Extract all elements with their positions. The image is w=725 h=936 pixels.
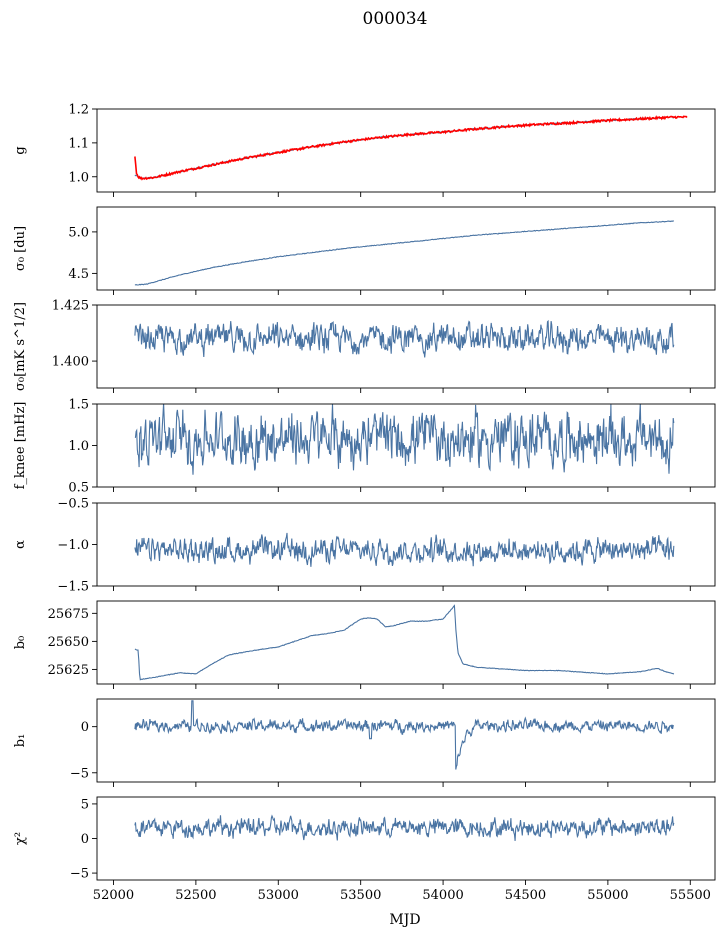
panel-frame xyxy=(96,108,716,193)
panel-6: 25625 25650 25675 b₀ xyxy=(13,600,716,689)
y-tick-label: 25625 xyxy=(48,663,89,678)
x-tick-label: 52000 xyxy=(93,888,134,903)
panel-3: 1.400 1.425 σ₀[mK s^1/2] xyxy=(13,299,716,393)
y-tick-label: 4.5 xyxy=(68,267,89,282)
x-tick-label: 53500 xyxy=(340,888,381,903)
series-line-5-1 xyxy=(134,532,675,567)
y-tick-label: −0.5 xyxy=(57,497,89,512)
series-line-1-1 xyxy=(134,116,674,180)
x-axis-label: MJD xyxy=(389,912,420,928)
y-tick-label: 1.0 xyxy=(68,170,89,185)
x-tick-label: 55500 xyxy=(670,888,711,903)
x-tick-label: 54000 xyxy=(422,888,463,903)
panel-frame xyxy=(96,206,716,291)
panel-7: −5 0 b₁ xyxy=(13,698,716,787)
series-line-2-1 xyxy=(134,220,675,286)
y-tick-label: −5 xyxy=(70,867,89,882)
figure-title: 000034 xyxy=(363,9,428,29)
x-tick-label: 53000 xyxy=(258,888,299,903)
x-tick-label: 55000 xyxy=(587,888,628,903)
panel-2: 4.5 5.0 σ₀ [du] xyxy=(13,206,716,295)
y-tick-label: −1.5 xyxy=(57,580,89,595)
y-tick-label: −5 xyxy=(70,766,89,781)
y-axis-label: α xyxy=(13,540,28,549)
panel-frame xyxy=(96,304,716,389)
y-axis-label: f_knee [mHz] xyxy=(13,402,28,490)
y-axis-label: χ² xyxy=(13,832,28,845)
y-axis-label: b₀ xyxy=(13,636,28,650)
panel-frame xyxy=(96,796,716,881)
y-tick-label: 1.0 xyxy=(68,439,89,454)
panel-4: 0.5 1.0 1.5 f_knee [mHz] xyxy=(13,398,716,496)
y-tick-label: 0 xyxy=(81,720,89,735)
series-line-7-1 xyxy=(134,700,675,770)
y-tick-label: 5 xyxy=(81,797,89,812)
x-tick-label: 52500 xyxy=(175,888,216,903)
series-line-3-1 xyxy=(134,319,675,358)
y-tick-label: 25650 xyxy=(48,635,89,650)
series-line-6-1 xyxy=(134,604,675,681)
y-axis-label: σ₀ [du] xyxy=(13,226,28,271)
y-tick-label: 0 xyxy=(81,832,89,847)
y-axis-label: σ₀[mK s^1/2] xyxy=(13,302,28,391)
panel-8: −5 0 5 χ² xyxy=(13,796,716,885)
y-tick-label: 1.400 xyxy=(52,355,89,370)
x-axis: 52000 52500 53000 53500 54000 54500 55000 55500 xyxy=(93,888,711,903)
y-tick-label: 25675 xyxy=(48,607,89,622)
y-tick-label: 1.2 xyxy=(68,103,89,118)
panel-frame xyxy=(96,698,716,783)
y-tick-label: −1.0 xyxy=(57,538,89,553)
y-tick-label: 1.5 xyxy=(68,398,89,413)
series-line-8-1 xyxy=(134,814,675,841)
panels: 1.0 1.1 1.2 g 4.5 5.0 σ₀ [du] 1.400 1.425 σ₀[mK s… xyxy=(13,103,716,885)
x-tick-label: 54500 xyxy=(505,888,546,903)
panel-1: 1.0 1.1 1.2 g xyxy=(13,103,716,197)
y-axis-label: b₁ xyxy=(13,734,28,748)
panel-5: −1.5 −1.0 −0.5 α xyxy=(13,497,716,595)
series-line-4-1 xyxy=(134,404,675,475)
panel-frame xyxy=(96,600,716,685)
y-tick-label: 5.0 xyxy=(68,225,89,240)
y-tick-label: 1.1 xyxy=(68,136,89,151)
y-axis-label: g xyxy=(13,146,28,154)
series-line-1-2 xyxy=(134,115,688,181)
y-tick-label: 0.5 xyxy=(68,481,89,496)
y-tick-label: 1.425 xyxy=(52,299,89,314)
